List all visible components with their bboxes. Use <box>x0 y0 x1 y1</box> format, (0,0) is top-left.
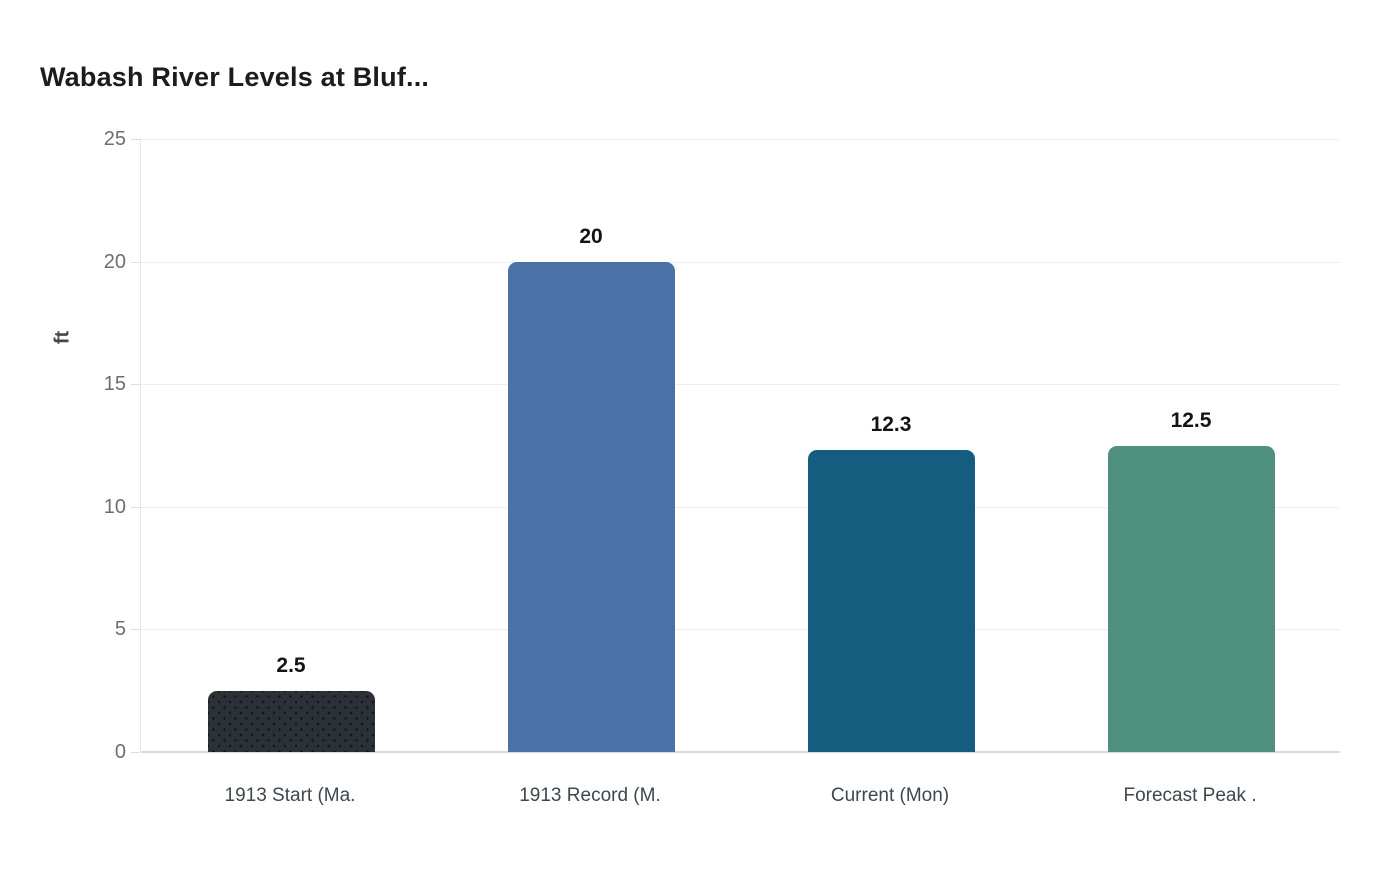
y-tick-mark-15 <box>131 384 140 386</box>
y-tick-label-25: 25 <box>103 128 126 150</box>
gridline-20 <box>141 261 1340 263</box>
y-tick-mark-0 <box>131 752 140 753</box>
y-tick-label-5: 5 <box>114 618 126 641</box>
bar-value-label-forecast-peak: 12.5 <box>1170 408 1212 432</box>
bar-current-mon[interactable] <box>807 450 975 752</box>
x-axis-label-current-mon: Current (Mon) <box>830 785 950 806</box>
chart-area: ft 2.5 20 12.3 12.5 0 5 10 15 20 25 1913 Start (M… <box>0 128 1340 839</box>
bar-1913-start-ma[interactable] <box>207 690 375 752</box>
x-axis-label-1913-start-ma: 1913 Start (Ma. <box>224 785 356 806</box>
bar-1913-record-m[interactable] <box>507 261 675 752</box>
x-axis-label-forecast-peak: Forecast Peak . <box>1123 785 1257 806</box>
gridline-5 <box>141 629 1340 631</box>
y-tick-label-10: 10 <box>103 495 126 518</box>
y-tick-mark-10 <box>131 506 140 508</box>
gridline-15 <box>141 384 1340 386</box>
y-tick-label-15: 15 <box>103 373 126 396</box>
gridline-25 <box>141 139 1340 140</box>
x-axis-label-1913-record-m: 1913 Record (M. <box>519 785 661 806</box>
y-tick-mark-25 <box>131 139 140 140</box>
bar-value-label-current-mon: 12.3 <box>870 413 912 437</box>
y-tick-label-0: 0 <box>114 741 126 763</box>
y-tick-mark-5 <box>131 629 140 631</box>
bar-forecast-peak[interactable] <box>1107 445 1275 752</box>
gridline-10 <box>141 506 1340 508</box>
plot-area: 2.5 20 12.3 12.5 <box>140 139 1340 753</box>
y-axis-label: ft <box>51 330 74 345</box>
bar-value-label-1913-start-ma: 2.5 <box>276 653 306 677</box>
gridline-0 <box>141 751 1340 753</box>
bar-value-label-1913-record-m: 20 <box>579 224 603 248</box>
y-tick-label-20: 20 <box>103 250 126 273</box>
chart-title: Wabash River Levels at Bluf... <box>40 62 430 92</box>
y-tick-mark-20 <box>131 261 140 263</box>
